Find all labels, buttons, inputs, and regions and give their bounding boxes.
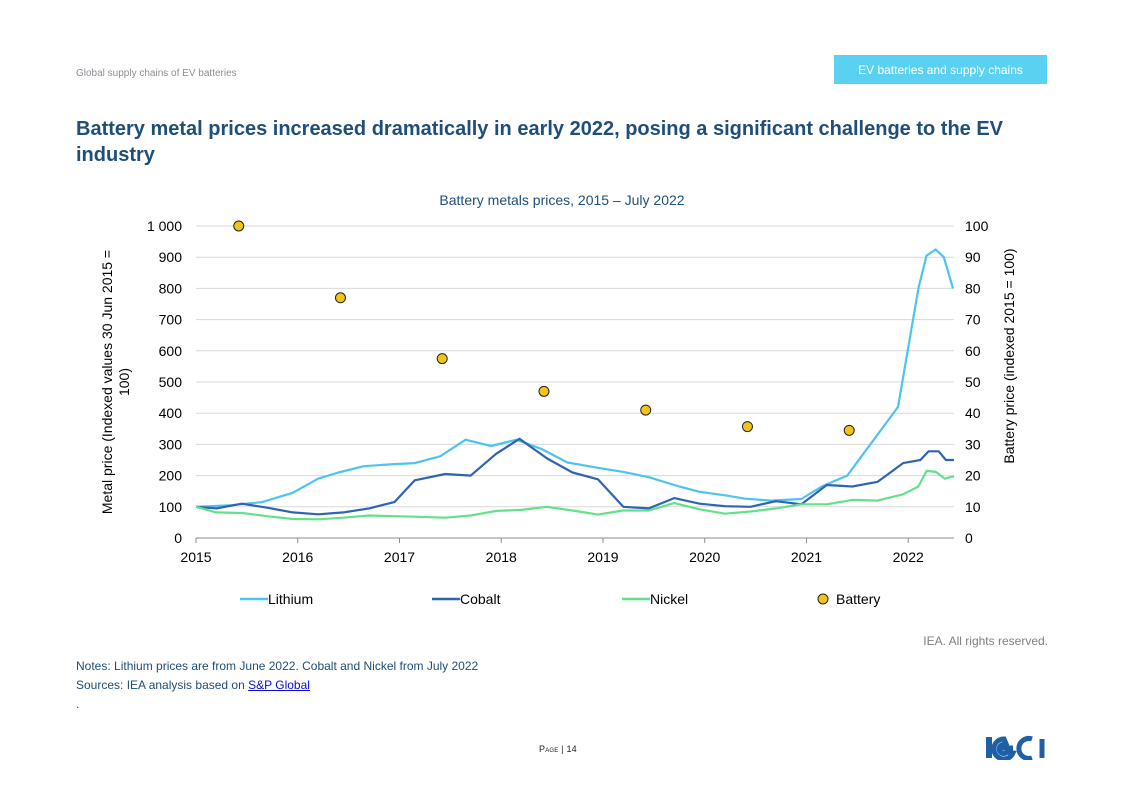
y-tick-label: 200 xyxy=(159,468,183,484)
x-tick-label: 2018 xyxy=(486,549,517,565)
legend-battery-label: Battery xyxy=(836,591,880,607)
battery-point xyxy=(436,353,448,365)
y2-tick-label: 100 xyxy=(965,218,989,234)
y-tick-label: 400 xyxy=(159,405,183,421)
y-axis-label-line: Metal price (Indexed values 30 Jun 2015 … xyxy=(99,250,115,514)
y2-tick-label: 0 xyxy=(965,530,973,546)
x-tick-label: 2015 xyxy=(180,549,211,565)
chart-title: Battery metals prices, 2015 – July 2022 xyxy=(439,192,684,208)
x-tick-label: 2017 xyxy=(384,549,415,565)
y2-tick-label: 60 xyxy=(965,343,981,359)
battery-point xyxy=(233,220,245,232)
y2-tick-label: 20 xyxy=(965,468,981,484)
page-number: Page | 14 xyxy=(539,744,577,754)
y-axis-label-line: 100) xyxy=(116,368,132,396)
notes-trailing: . xyxy=(76,697,80,711)
battery-point xyxy=(741,421,753,433)
y-tick-label: 500 xyxy=(159,374,183,390)
lithium-line xyxy=(195,248,955,508)
legend-nickel-label: Nickel xyxy=(650,591,688,607)
iea-logo xyxy=(986,736,1045,760)
y2-tick-label: 90 xyxy=(965,249,981,265)
cobalt-line xyxy=(195,437,954,516)
legend-lithium-label: Lithium xyxy=(268,591,313,607)
y-tick-label: 800 xyxy=(159,280,183,296)
rights-notice: IEA. All rights reserved. xyxy=(923,634,1048,648)
battery-point xyxy=(538,385,550,397)
y-tick-label: 100 xyxy=(159,499,183,515)
y2-tick-label: 10 xyxy=(965,499,981,515)
sources-prefix: Sources: IEA analysis based on xyxy=(76,678,249,692)
battery-point xyxy=(334,292,346,304)
battery-point xyxy=(843,424,855,436)
sources-line: Sources: IEA analysis based on S&P Globa… xyxy=(76,676,478,695)
sp-global-link[interactable]: S&P Global xyxy=(248,678,310,692)
y2-tick-label: 70 xyxy=(965,312,981,328)
y2-tick-label: 30 xyxy=(965,436,981,452)
x-tick-label: 2022 xyxy=(893,549,924,565)
y2-tick-label: 80 xyxy=(965,280,981,296)
y2-axis-label: Battery price (indexed 2015 = 100) xyxy=(1001,248,1017,463)
y-tick-label: 1 000 xyxy=(147,218,182,234)
notes-block: Notes: Lithium prices are from June 2022… xyxy=(76,657,478,714)
y2-tick-label: 50 xyxy=(965,374,981,390)
page-word: Page xyxy=(539,744,559,754)
x-tick-label: 2020 xyxy=(689,549,720,565)
nickel-line xyxy=(195,469,955,521)
legend-battery-swatch xyxy=(817,593,829,605)
x-tick-label: 2016 xyxy=(282,549,313,565)
y2-tick-label: 40 xyxy=(965,405,981,421)
legend-cobalt-label: Cobalt xyxy=(460,591,501,607)
notes-line: Notes: Lithium prices are from June 2022… xyxy=(76,659,479,673)
page-title: Battery metal prices increased dramatica… xyxy=(76,118,1004,166)
y-tick-label: 900 xyxy=(159,249,183,265)
battery-point xyxy=(640,404,652,416)
y-tick-label: 600 xyxy=(159,343,183,359)
report-title: Global supply chains of EV batteries xyxy=(76,68,237,79)
page-number-value: 14 xyxy=(566,744,577,754)
y-axis-label: Metal price (Indexed values 30 Jun 2015 … xyxy=(99,250,132,514)
x-tick-label: 2019 xyxy=(587,549,618,565)
y-tick-label: 700 xyxy=(159,312,183,328)
section-tag: EV batteries and supply chains xyxy=(834,55,1047,84)
x-tick-label: 2021 xyxy=(791,549,822,565)
y-tick-label: 300 xyxy=(159,436,183,452)
y-tick-label: 0 xyxy=(174,530,182,546)
